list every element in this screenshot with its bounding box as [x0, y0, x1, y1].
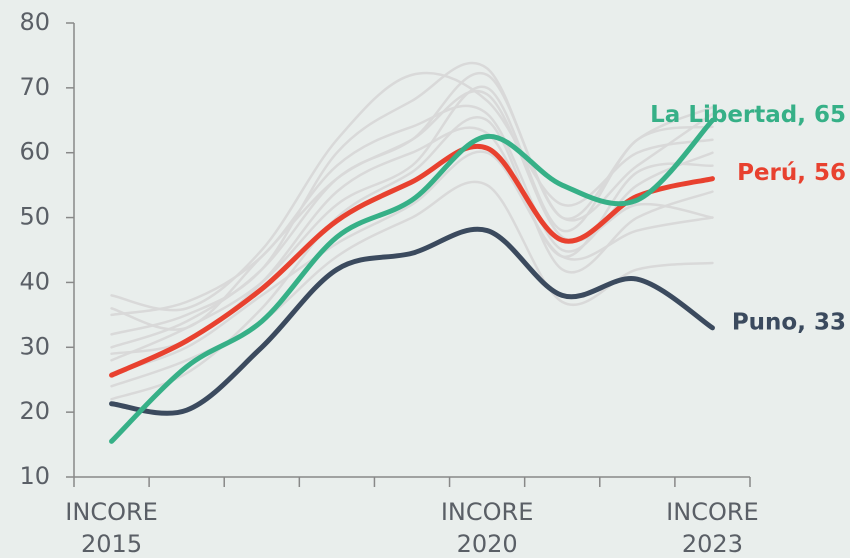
y-tick-label: 70	[19, 73, 50, 101]
y-tick-label: 30	[19, 332, 50, 360]
series-line	[110, 89, 714, 331]
series-line	[109, 143, 715, 378]
y-tick-label: 80	[19, 8, 50, 36]
series-label: Puno, 33	[732, 309, 846, 335]
x-tick-label: INCORE 2023	[666, 498, 759, 558]
y-tick-label: 10	[19, 462, 50, 490]
series-line	[110, 85, 714, 362]
y-tick-label: 50	[19, 203, 50, 231]
series-label: Perú, 56	[737, 160, 846, 186]
series-label: La Libertad, 65	[650, 102, 846, 128]
series-line	[109, 226, 715, 416]
x-tick-label: INCORE 2015	[65, 498, 158, 558]
series-line	[110, 150, 714, 375]
x-tick-label: INCORE 2020	[441, 498, 534, 558]
y-tick-label: 20	[19, 397, 50, 425]
series-line	[109, 117, 715, 444]
series-line	[110, 71, 714, 312]
y-tick-label: 40	[19, 267, 50, 295]
y-tick-label: 60	[19, 138, 50, 166]
